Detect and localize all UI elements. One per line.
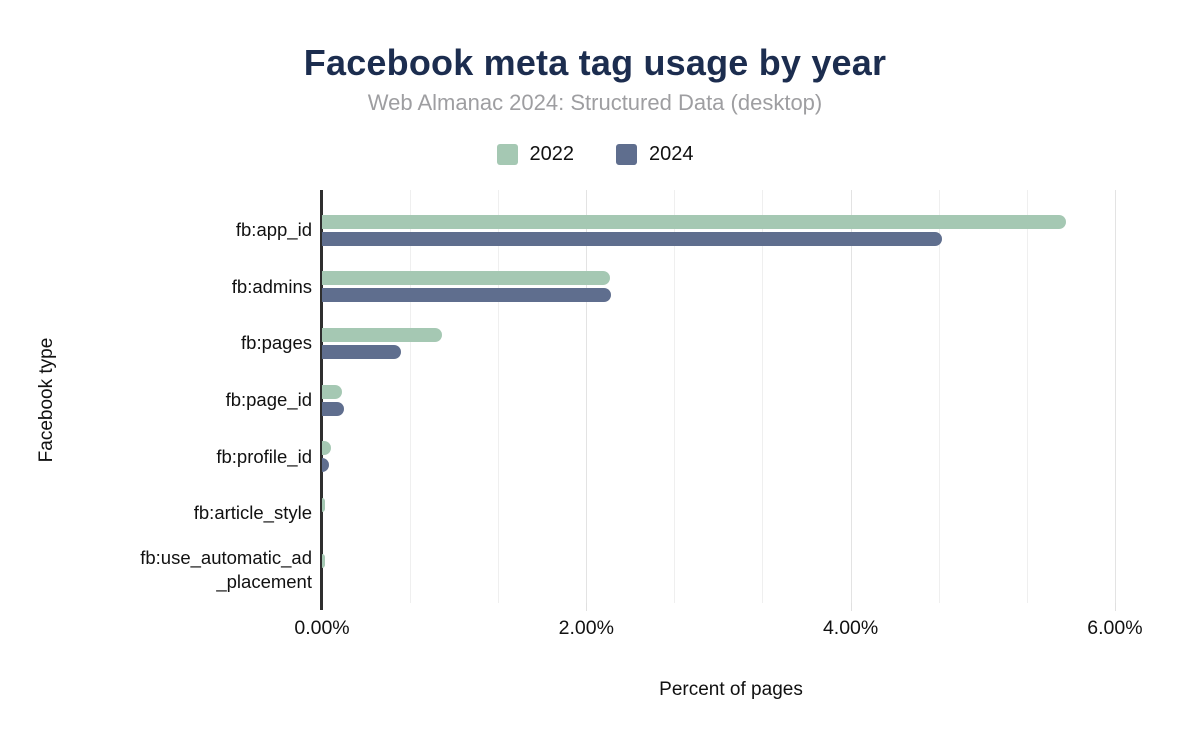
- category-row: fb:profile_id: [40, 428, 312, 485]
- bar-row: [322, 428, 1140, 485]
- bar-pair: [322, 384, 1140, 416]
- bar-pair: [322, 327, 1140, 359]
- x-axis-title: Percent of pages: [659, 679, 803, 700]
- bar-2022-fb:article_style: [322, 497, 325, 512]
- bar-row: [322, 485, 1140, 542]
- bar-2024-fb:profile_id: [322, 458, 329, 473]
- minor-gridline: [410, 190, 412, 603]
- major-gridline: [586, 190, 588, 603]
- x-tick-label: 4.00%: [822, 617, 879, 639]
- bar-pair: [322, 271, 1140, 303]
- category-labels: fb:app_id fb:admins fb:pages fb:page_id fb:p…: [40, 202, 312, 598]
- bar-2024-fb:page_id: [322, 401, 345, 416]
- x-tick-mark: [850, 603, 852, 611]
- minor-gridline: [498, 190, 500, 603]
- minor-gridline: [674, 190, 676, 603]
- category-label: fb:profile_id: [216, 445, 312, 467]
- category-row: fb:page_id: [40, 372, 312, 429]
- plot-area: 0.00% 2.00% 4.00% 6.00%: [294, 190, 1143, 639]
- category-label: fb:page_id: [225, 389, 312, 410]
- bar-2024-fb:pages: [322, 344, 402, 359]
- chart-title: Facebook meta tag usage by year: [303, 42, 887, 83]
- legend-label-2022: 2022: [529, 143, 575, 165]
- bar-row: [322, 259, 1140, 316]
- category-row: fb:app_id: [40, 202, 312, 259]
- bar-row: [322, 202, 1140, 259]
- legend: 2022 2024: [0, 143, 1190, 166]
- legend-item-2024: 2024: [616, 143, 694, 166]
- x-tick-mark: [586, 603, 588, 611]
- legend-item-2022: 2022: [496, 143, 575, 166]
- category-label: fb:use_automatic_ad _placement: [140, 546, 312, 592]
- x-tick-label: 0.00%: [294, 617, 350, 639]
- legend-swatch-2022: [496, 144, 518, 165]
- minor-gridline: [938, 190, 940, 603]
- bar-2024-fb:admins: [322, 288, 612, 303]
- bars-layer: [322, 202, 1140, 598]
- bar-row: [322, 315, 1140, 372]
- bar-pair: [322, 441, 1140, 473]
- category-label: fb:app_id: [235, 219, 312, 241]
- bar-2024-fb:app_id: [322, 231, 942, 246]
- category-row: fb:pages: [40, 315, 312, 372]
- category-row: fb:article_style: [40, 485, 312, 542]
- bar-row: [322, 541, 1140, 598]
- major-gridline: [1114, 190, 1116, 603]
- y-axis-line: [320, 190, 323, 610]
- x-tick-label: 6.00%: [1087, 617, 1143, 639]
- x-tick-mark: [1114, 603, 1116, 611]
- minor-gridline: [762, 190, 764, 603]
- x-tick-label: 2.00%: [558, 617, 614, 639]
- bar-2022-fb:profile_id: [322, 441, 332, 456]
- category-row: fb:admins: [40, 259, 312, 316]
- bar-pair: [322, 554, 1140, 585]
- bar-2022-fb:use_automatic_ad_placement: [322, 554, 325, 569]
- chart-subtitle: Web Almanac 2024: Structured Data (deskt…: [367, 90, 823, 115]
- bar-2022-fb:pages: [322, 327, 443, 342]
- legend-label-2024: 2024: [649, 143, 694, 165]
- bar-2022-fb:app_id: [322, 214, 1066, 229]
- minor-gridline: [1026, 190, 1028, 603]
- bar-pair: [322, 214, 1140, 246]
- category-row: fb:use_automatic_ad _placement: [40, 541, 312, 598]
- bar-row: [322, 372, 1140, 429]
- category-label: fb:admins: [231, 275, 312, 297]
- bar-2022-fb:page_id: [322, 384, 342, 399]
- category-label: fb:pages: [241, 332, 312, 354]
- legend-swatch-2024: [616, 144, 637, 165]
- major-gridline: [850, 190, 852, 603]
- bar-pair: [322, 497, 1140, 529]
- bar-2022-fb:admins: [322, 271, 611, 286]
- category-label: fb:article_style: [193, 502, 312, 524]
